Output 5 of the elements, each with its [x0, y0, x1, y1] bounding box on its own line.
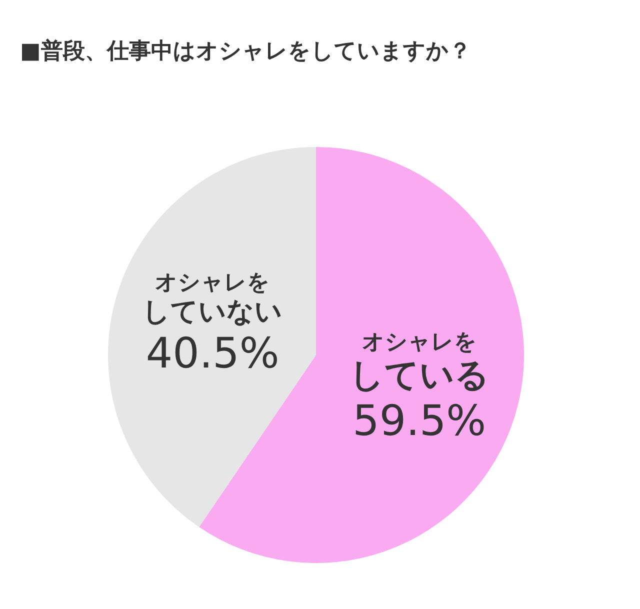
data-label: 59.5% [352, 396, 486, 446]
slice-label: オシャレをしている [349, 330, 490, 396]
chart-title: ■普段、仕事中はオシャレをしていますか？ [20, 38, 471, 64]
slice-label: オシャレをしていない [142, 270, 283, 328]
data-label: 40.5% [146, 328, 280, 378]
